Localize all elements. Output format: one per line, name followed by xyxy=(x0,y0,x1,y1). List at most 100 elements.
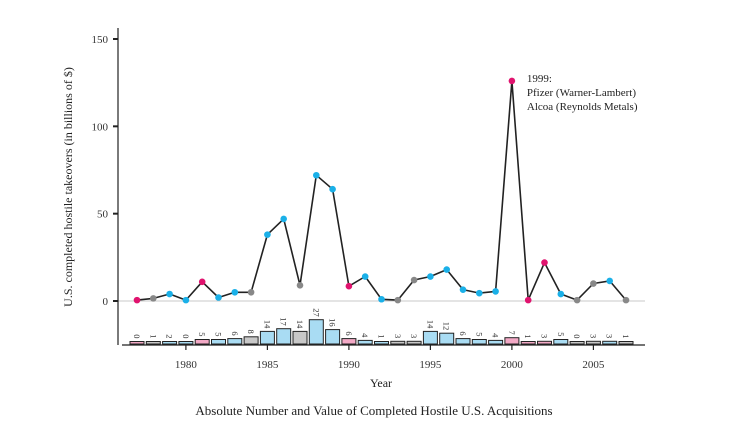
y-tick-label: 0 xyxy=(103,296,109,308)
data-point xyxy=(280,215,288,223)
x-tick-label: 1985 xyxy=(256,359,279,371)
count-bar xyxy=(520,341,536,345)
count-label: 16 xyxy=(328,318,338,327)
count-label: 3 xyxy=(588,334,598,338)
count-label: 6 xyxy=(458,331,468,335)
count-label: 1 xyxy=(523,334,533,338)
count-bar xyxy=(488,339,504,345)
data-point xyxy=(150,295,157,302)
count-label: 12 xyxy=(442,322,452,331)
count-label: 8 xyxy=(246,330,256,334)
annotation-line: Pfizer (Warner-Lambert) xyxy=(527,87,636,99)
count-label: 27 xyxy=(311,308,321,317)
data-point xyxy=(166,290,173,298)
count-bars xyxy=(129,319,634,345)
count-label: 0 xyxy=(181,334,191,338)
count-bar xyxy=(227,338,243,345)
count-label: 6 xyxy=(230,331,240,335)
count-label: 1 xyxy=(148,334,158,338)
count-bar xyxy=(585,340,601,345)
data-point xyxy=(361,273,369,280)
x-tick-label: 1995 xyxy=(419,359,442,371)
count-label: 4 xyxy=(491,333,501,338)
count-bar xyxy=(341,338,357,345)
y-axis-title: U.S. completed hostile takeovers (in bil… xyxy=(61,67,75,307)
data-point xyxy=(231,288,239,296)
count-label: 5 xyxy=(197,332,207,336)
count-bar xyxy=(211,339,226,345)
count-bar xyxy=(471,339,487,345)
data-point xyxy=(182,296,190,304)
data-point xyxy=(410,276,418,284)
count-bar xyxy=(537,340,552,345)
count-bar xyxy=(390,340,406,345)
count-bar xyxy=(455,338,471,345)
count-label: 7 xyxy=(507,330,517,334)
y-tick-label: 150 xyxy=(92,34,109,46)
data-point xyxy=(296,281,304,289)
data-point xyxy=(590,280,597,287)
data-point xyxy=(378,295,385,303)
count-label: 4 xyxy=(360,333,370,338)
count-label: 1 xyxy=(377,334,387,338)
count-bar xyxy=(129,341,145,345)
data-point xyxy=(557,290,565,298)
series-line xyxy=(136,80,627,301)
data-point xyxy=(541,259,548,266)
data-point xyxy=(247,288,255,296)
annotation-line: Alcoa (Reynolds Metals) xyxy=(527,101,638,113)
data-point xyxy=(264,231,271,238)
count-label: 2 xyxy=(165,334,175,338)
data-point xyxy=(329,185,336,193)
count-label: 1 xyxy=(621,334,631,338)
data-point xyxy=(492,288,499,295)
count-bar xyxy=(602,340,618,345)
count-bar xyxy=(569,341,585,345)
count-label: 3 xyxy=(409,334,419,338)
count-bar xyxy=(357,339,373,345)
data-point xyxy=(215,294,222,301)
count-bar xyxy=(325,329,341,345)
count-bar xyxy=(243,336,259,345)
data-point xyxy=(198,278,206,286)
data-point xyxy=(133,296,141,304)
count-label: 3 xyxy=(540,334,550,338)
count-label: 5 xyxy=(556,332,566,336)
count-bar xyxy=(308,319,324,345)
count-bar xyxy=(276,328,292,345)
count-bar xyxy=(439,332,455,345)
count-bar xyxy=(504,337,520,345)
data-point xyxy=(427,273,434,280)
data-point xyxy=(573,296,581,304)
x-tick-label: 1990 xyxy=(338,359,361,371)
count-bar xyxy=(553,339,569,345)
count-label: 3 xyxy=(605,334,615,338)
count-label: 0 xyxy=(572,334,582,338)
data-point xyxy=(313,171,320,179)
value-series xyxy=(136,80,627,301)
data-point xyxy=(524,296,532,304)
data-point xyxy=(345,282,353,290)
data-point xyxy=(508,77,516,85)
count-label: 17 xyxy=(279,317,289,326)
count-bar xyxy=(374,341,389,345)
x-tick-label: 1980 xyxy=(175,359,198,371)
x-tick-label: 2000 xyxy=(501,359,524,371)
annotation-line: 1999: xyxy=(527,73,552,85)
count-label: 0 xyxy=(132,334,142,338)
data-point xyxy=(606,277,613,285)
x-axis-title: Year xyxy=(370,376,392,390)
count-bar xyxy=(259,330,275,345)
count-label: 5 xyxy=(474,332,484,336)
count-bar xyxy=(422,330,438,345)
peak-annotation: 1999: Pfizer (Warner-Lambert) Alcoa (Reyno… xyxy=(527,73,638,113)
count-bar xyxy=(618,341,634,345)
data-point xyxy=(394,296,402,304)
count-bar xyxy=(145,341,161,345)
count-label: 14 xyxy=(425,320,435,329)
count-bar xyxy=(292,330,308,345)
chart-caption: Absolute Number and Value of Completed H… xyxy=(195,403,553,418)
